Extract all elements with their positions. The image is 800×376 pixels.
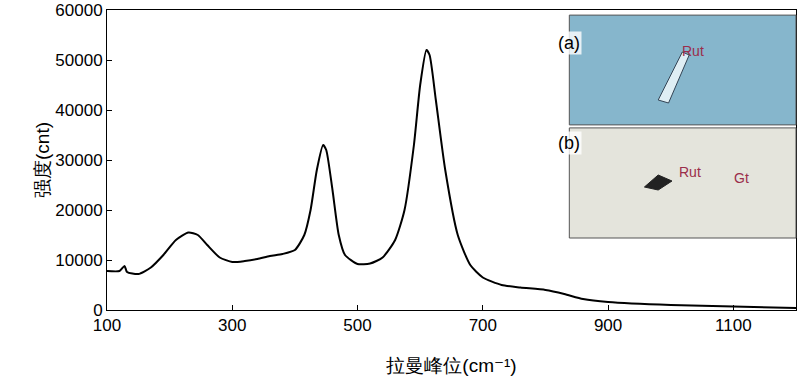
svg-text:0: 0 bbox=[93, 301, 102, 320]
svg-text:(b): (b) bbox=[558, 133, 580, 153]
svg-text:Rut: Rut bbox=[679, 164, 701, 180]
svg-text:(a): (a) bbox=[558, 33, 580, 53]
svg-text:50000: 50000 bbox=[55, 51, 102, 70]
svg-text:强度(cnt): 强度(cnt) bbox=[32, 122, 53, 198]
svg-text:700: 700 bbox=[469, 316, 497, 335]
svg-text:40000: 40000 bbox=[55, 101, 102, 120]
svg-text:Rut: Rut bbox=[682, 43, 704, 59]
svg-text:100: 100 bbox=[93, 316, 121, 335]
svg-text:20000: 20000 bbox=[55, 201, 102, 220]
svg-text:500: 500 bbox=[343, 316, 371, 335]
svg-text:10000: 10000 bbox=[55, 251, 102, 270]
svg-text:1100: 1100 bbox=[715, 316, 752, 335]
svg-text:300: 300 bbox=[218, 316, 246, 335]
svg-text:Gt: Gt bbox=[734, 170, 749, 186]
svg-text:拉曼峰位(cm⁻¹): 拉曼峰位(cm⁻¹) bbox=[386, 355, 516, 376]
svg-text:30000: 30000 bbox=[55, 151, 102, 170]
svg-text:900: 900 bbox=[594, 316, 622, 335]
svg-text:60000: 60000 bbox=[55, 1, 102, 20]
